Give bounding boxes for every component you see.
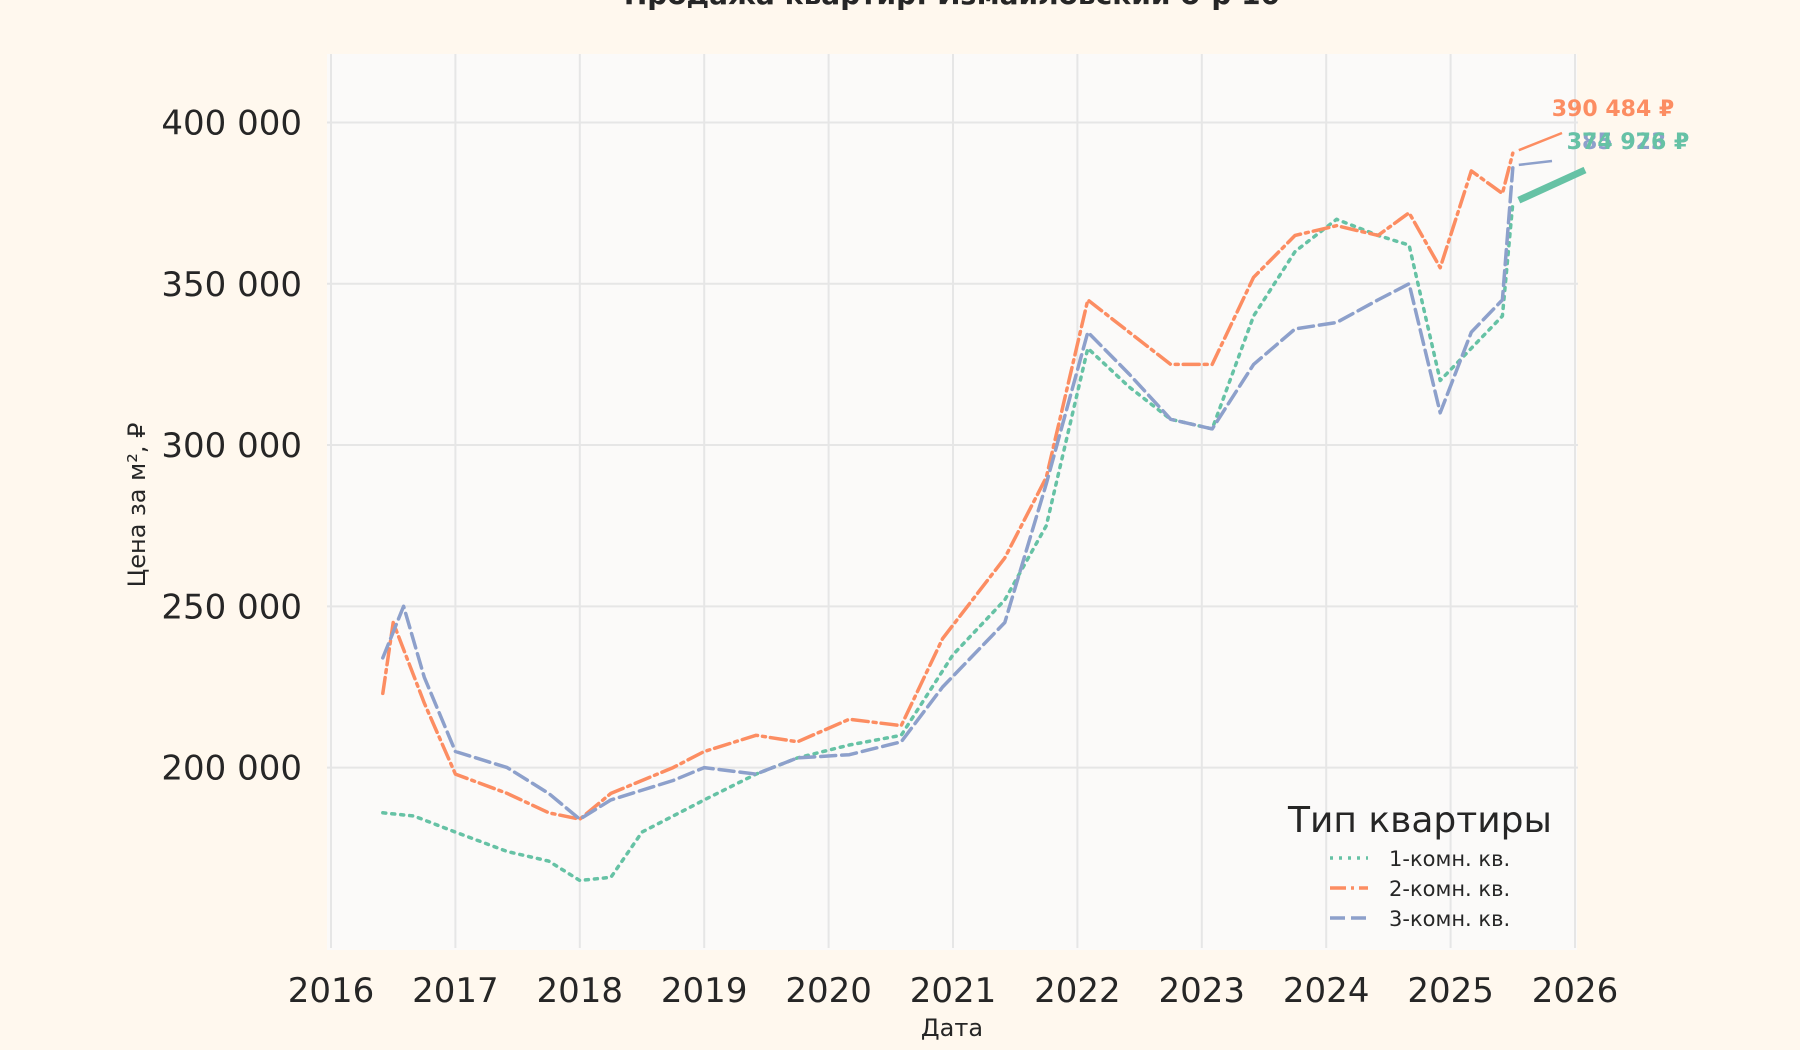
x-tick-label: 2022 [1034, 971, 1121, 1011]
legend-label: 2-комн. кв. [1389, 877, 1510, 901]
y-tick-label: 200 000 [161, 749, 302, 789]
x-tick-label: 2021 [910, 971, 997, 1011]
x-tick-label: 2023 [1159, 971, 1246, 1011]
x-tick-label: 2024 [1283, 971, 1370, 1011]
chart-title: Продажа квартир: Измайловский б-р 10 [624, 0, 1280, 11]
legend-label: 3-комн. кв. [1389, 907, 1510, 931]
x-tick-label: 2019 [661, 971, 748, 1011]
grid [327, 54, 1578, 948]
series-line-2room [381, 151, 1515, 821]
x-axis-label: Дата [921, 1014, 983, 1042]
y-tick-label: 400 000 [161, 104, 302, 144]
annotation-arrow [1518, 131, 1563, 152]
end-value-annotations: 390 484 ₽ 385 923 ₽374 976 ₽ [1517, 97, 1689, 204]
y-tick-label: 300 000 [161, 426, 302, 466]
x-tick-labels: 2016 2017 2018 2019 2020 2021 2022 2023 2024 2025… [288, 971, 1619, 1011]
series-line-3room [381, 166, 1515, 821]
x-tick-label: 2020 [785, 971, 872, 1011]
x-tick-label: 2018 [537, 971, 624, 1011]
annotation-label: 385 923 ₽ [1567, 130, 1689, 155]
series-lines [381, 151, 1515, 883]
y-tick-label: 250 000 [161, 587, 302, 627]
legend-label: 1-комн. кв. [1389, 847, 1510, 871]
y-tick-labels: 200 000 250 000 300 000 350 000 400 000 [161, 104, 302, 789]
annotation-label: 390 484 ₽ [1552, 97, 1674, 122]
x-tick-label: 2016 [288, 971, 375, 1011]
legend-items: 1-комн. кв. 2-комн. кв. 3-комн. кв. [1330, 847, 1510, 931]
y-tick-label: 350 000 [161, 265, 302, 305]
annotation-arrow [1518, 159, 1553, 167]
x-tick-label: 2026 [1532, 971, 1619, 1011]
legend: Тип квартиры 1-комн. кв. 2-комн. кв. 3-ком… [1287, 800, 1552, 931]
y-axis-label: Цена за м², ₽ [123, 423, 151, 588]
annotation-arrow [1517, 166, 1587, 204]
annotation-label: 374 976 ₽ [1567, 130, 1689, 155]
x-tick-label: 2025 [1407, 971, 1494, 1011]
x-tick-label: 2017 [412, 971, 499, 1011]
legend-title: Тип квартиры [1287, 800, 1552, 841]
